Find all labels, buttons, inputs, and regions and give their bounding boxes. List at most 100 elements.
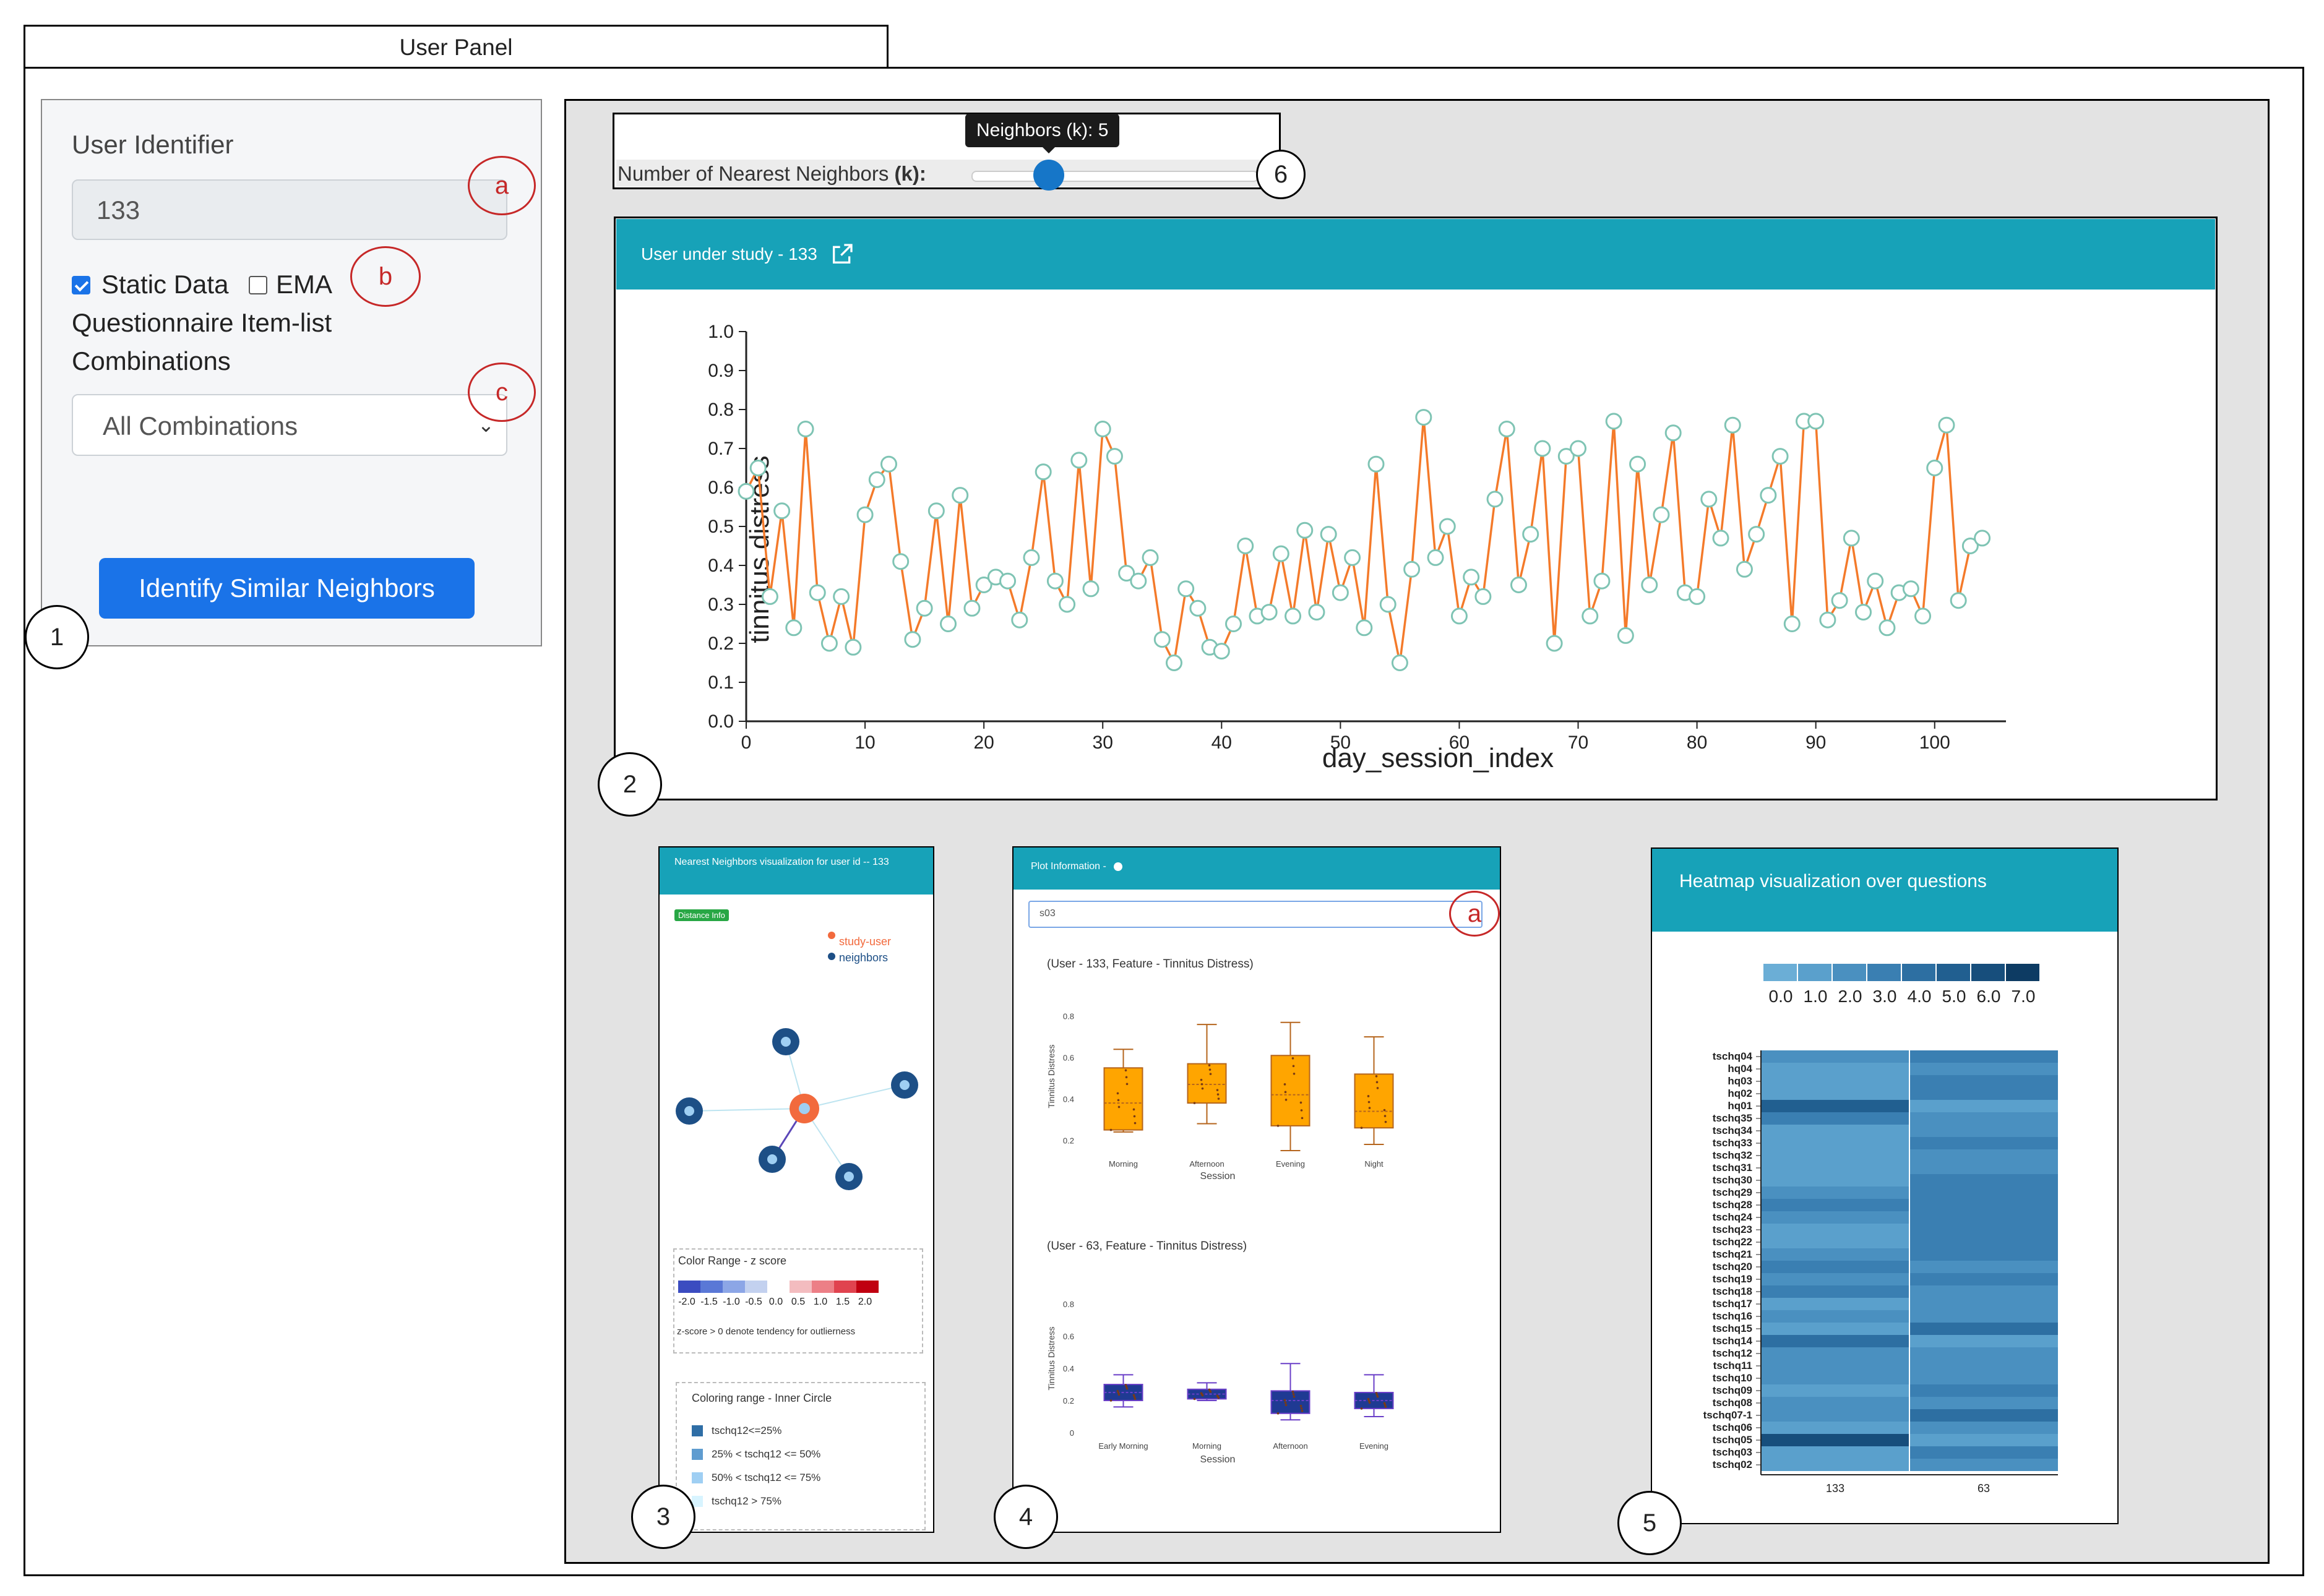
box-point: [1384, 1115, 1387, 1117]
data-point: [797, 421, 814, 437]
data-point: [1724, 416, 1741, 434]
x-tick-label: 0: [741, 732, 752, 753]
heatmap-row-label: tschq06: [1713, 1422, 1752, 1433]
heatmap-cell: [1909, 1248, 2058, 1261]
x-tick-label: 80: [1687, 732, 1707, 753]
combinations-select[interactable]: All Combinations: [72, 394, 507, 456]
box-body: [1187, 1063, 1227, 1104]
heatmap-cell: [1761, 1063, 1909, 1075]
heatmap-cell: [1909, 1261, 2058, 1273]
heatmap-cell: [1761, 1459, 1909, 1471]
data-point: [1938, 416, 1955, 434]
data-point: [820, 635, 838, 652]
ema-checkbox[interactable]: [249, 276, 267, 294]
boxplot-user-63: (User - 63, Feature - Tinnitus Distress)…: [1046, 1240, 1394, 1465]
x-category-label: Evening: [1276, 1159, 1305, 1169]
box-point: [1132, 1394, 1135, 1397]
box-point: [1368, 1401, 1371, 1404]
data-point: [1165, 654, 1182, 671]
neighbor-node[interactable]: [835, 1163, 863, 1190]
data-point: [1094, 421, 1111, 437]
heatmap-chart: 0.0 1.0 2.0 3.0 4.0 5.0 6.0 7.0 tschq04hq04hq03…: [1703, 964, 2058, 1495]
heatmap-cell: [1909, 1199, 2058, 1211]
data-point: [892, 553, 910, 570]
inner-title: Coloring range - Inner Circle: [692, 1392, 832, 1404]
combinations-label-2: Combinations: [72, 346, 231, 375]
distance-info-badge[interactable]: Distance Info: [674, 909, 729, 921]
y-tick-label: 0.0: [708, 711, 734, 732]
data-point: [1700, 491, 1718, 508]
data-point: [1486, 491, 1504, 508]
plot-search-input[interactable]: s03: [1028, 901, 1483, 928]
tooltip-arrow: [1041, 146, 1056, 153]
box-point: [1117, 1105, 1121, 1109]
heatmap-cell: [1909, 1211, 2058, 1224]
zscore-label: -1.0: [723, 1297, 740, 1307]
box-point: [1360, 1407, 1363, 1410]
heatmap-legend-label: 4.0: [1908, 987, 1932, 1006]
slider-track[interactable]: [971, 171, 1259, 182]
box-point: [1193, 1397, 1196, 1401]
data-point: [1450, 607, 1468, 625]
heatmap-row-label: tschq30: [1713, 1174, 1752, 1186]
data-point: [1059, 596, 1076, 613]
boxplot1-ylabel: Tinnitus Distress: [1046, 1045, 1056, 1109]
heatmap-cell: [1909, 1174, 2058, 1186]
data-point: [1177, 580, 1195, 598]
slider-handle[interactable]: [1033, 160, 1064, 191]
identifier-input[interactable]: 133: [72, 179, 507, 240]
heatmap-cell: [1761, 1360, 1909, 1372]
data-point: [1961, 538, 1979, 554]
study-user-node[interactable]: [790, 1094, 819, 1123]
box-point: [1201, 1087, 1204, 1090]
static-data-checkbox[interactable]: [72, 276, 90, 294]
heatmap-cell: [1909, 1335, 2058, 1347]
data-point: [1879, 619, 1896, 637]
data-point: [856, 506, 874, 523]
legend-neighbors-label: neighbors: [839, 951, 889, 964]
x-category-label: Afternoon: [1273, 1441, 1307, 1451]
box-point: [1125, 1387, 1129, 1390]
box-point: [1276, 1125, 1280, 1127]
inner-legend-item: tschq12 > 75%: [692, 1490, 820, 1513]
neighbor-node[interactable]: [772, 1028, 799, 1055]
heatmap-cell: [1761, 1149, 1909, 1162]
box-point: [1193, 1102, 1196, 1104]
box-point: [1109, 1399, 1113, 1402]
data-point: [1320, 526, 1337, 543]
data-point: [1344, 549, 1361, 566]
ema-label: EMA: [276, 270, 333, 299]
external-link-icon[interactable]: [830, 242, 854, 267]
data-point: [1118, 565, 1135, 582]
box-point: [1125, 1386, 1128, 1388]
y-tick-label: 0.6: [1063, 1053, 1074, 1063]
data-point: [1213, 643, 1230, 660]
y-tick-label: 0.8: [1063, 1300, 1074, 1309]
y-tick-label: 0.7: [708, 439, 734, 459]
identify-neighbors-button[interactable]: Identify Similar Neighbors: [99, 558, 475, 619]
neighbor-node[interactable]: [676, 1097, 703, 1125]
box-point: [1301, 1117, 1304, 1120]
neighbor-node[interactable]: [759, 1146, 786, 1173]
x-category-label: Morning: [1192, 1441, 1221, 1451]
data-point: [1629, 455, 1646, 473]
neighbor-node[interactable]: [891, 1071, 918, 1099]
box-point: [1117, 1393, 1121, 1396]
marker-c: c: [468, 363, 536, 422]
callout-1: 1: [25, 605, 89, 669]
box-point: [1216, 1093, 1220, 1096]
y-tick-label: 0.2: [1063, 1136, 1074, 1145]
tab-user-panel[interactable]: User Panel: [24, 25, 889, 68]
heatmap-cell: [1761, 1335, 1909, 1347]
heatmap-cell: [1909, 1397, 2058, 1409]
heatmap-row-label: tschq35: [1713, 1112, 1752, 1124]
box-body: [1270, 1055, 1310, 1126]
info-icon[interactable]: [1114, 862, 1123, 871]
y-tick-label: 0.8: [1063, 1012, 1074, 1021]
data-point: [1653, 506, 1670, 523]
heatmap-cell: [1761, 1174, 1909, 1186]
box-point: [1134, 1122, 1137, 1125]
heatmap-row-label: tschq28: [1713, 1199, 1752, 1211]
box-point: [1375, 1081, 1379, 1084]
box-point: [1200, 1078, 1203, 1081]
